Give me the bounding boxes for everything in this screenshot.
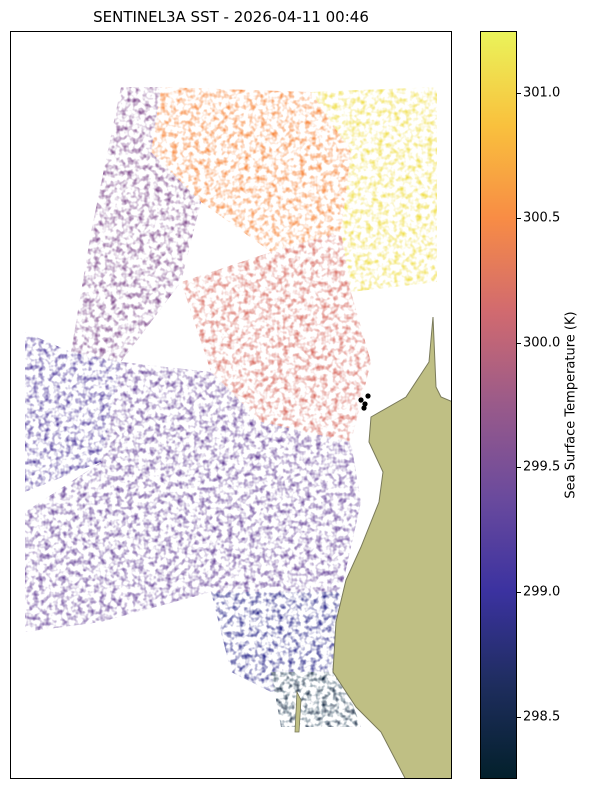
sst-region-south-east bbox=[211, 592, 341, 692]
station-marker bbox=[362, 401, 368, 407]
colorbar-tick-mark bbox=[517, 467, 521, 469]
colorbar-tick-mark bbox=[517, 342, 521, 344]
island bbox=[294, 690, 302, 733]
station-marker bbox=[361, 405, 367, 411]
sst-region-north-center bbox=[151, 87, 351, 252]
sst-region-far-south bbox=[271, 672, 361, 727]
colorbar-tick-mark bbox=[517, 592, 521, 593]
colorbar-tick-label: 300.0 bbox=[523, 335, 561, 351]
station-marker bbox=[365, 393, 371, 399]
colorbar-tick-label: 301.0 bbox=[523, 85, 561, 101]
colorbar-tick-mark bbox=[517, 93, 521, 95]
colorbar bbox=[480, 31, 517, 779]
colorbar-label: Sea Surface Temperature (K) bbox=[563, 311, 579, 499]
colorbar-tick-label: 298.5 bbox=[523, 709, 561, 725]
station-marker bbox=[358, 397, 364, 403]
sst-map bbox=[25, 87, 451, 778]
sst-region-west-coast-strip bbox=[25, 332, 121, 492]
colorbar-tick-mark bbox=[517, 716, 521, 718]
sst-region-north-east bbox=[311, 87, 437, 292]
sst-region-north-west bbox=[71, 87, 201, 362]
land-mass bbox=[332, 316, 451, 778]
sst-region-south-center bbox=[25, 362, 361, 632]
colorbar-gradient bbox=[481, 32, 516, 778]
colorbar-tick-label: 299.5 bbox=[523, 459, 561, 475]
colorbar-tick-label: 299.0 bbox=[523, 584, 561, 600]
map-frame bbox=[10, 31, 452, 779]
colorbar-tick-label: 300.5 bbox=[523, 210, 561, 226]
colorbar-tick-mark bbox=[517, 218, 521, 219]
chart-title: SENTINEL3A SST - 2026-04-11 00:46 bbox=[93, 8, 369, 26]
